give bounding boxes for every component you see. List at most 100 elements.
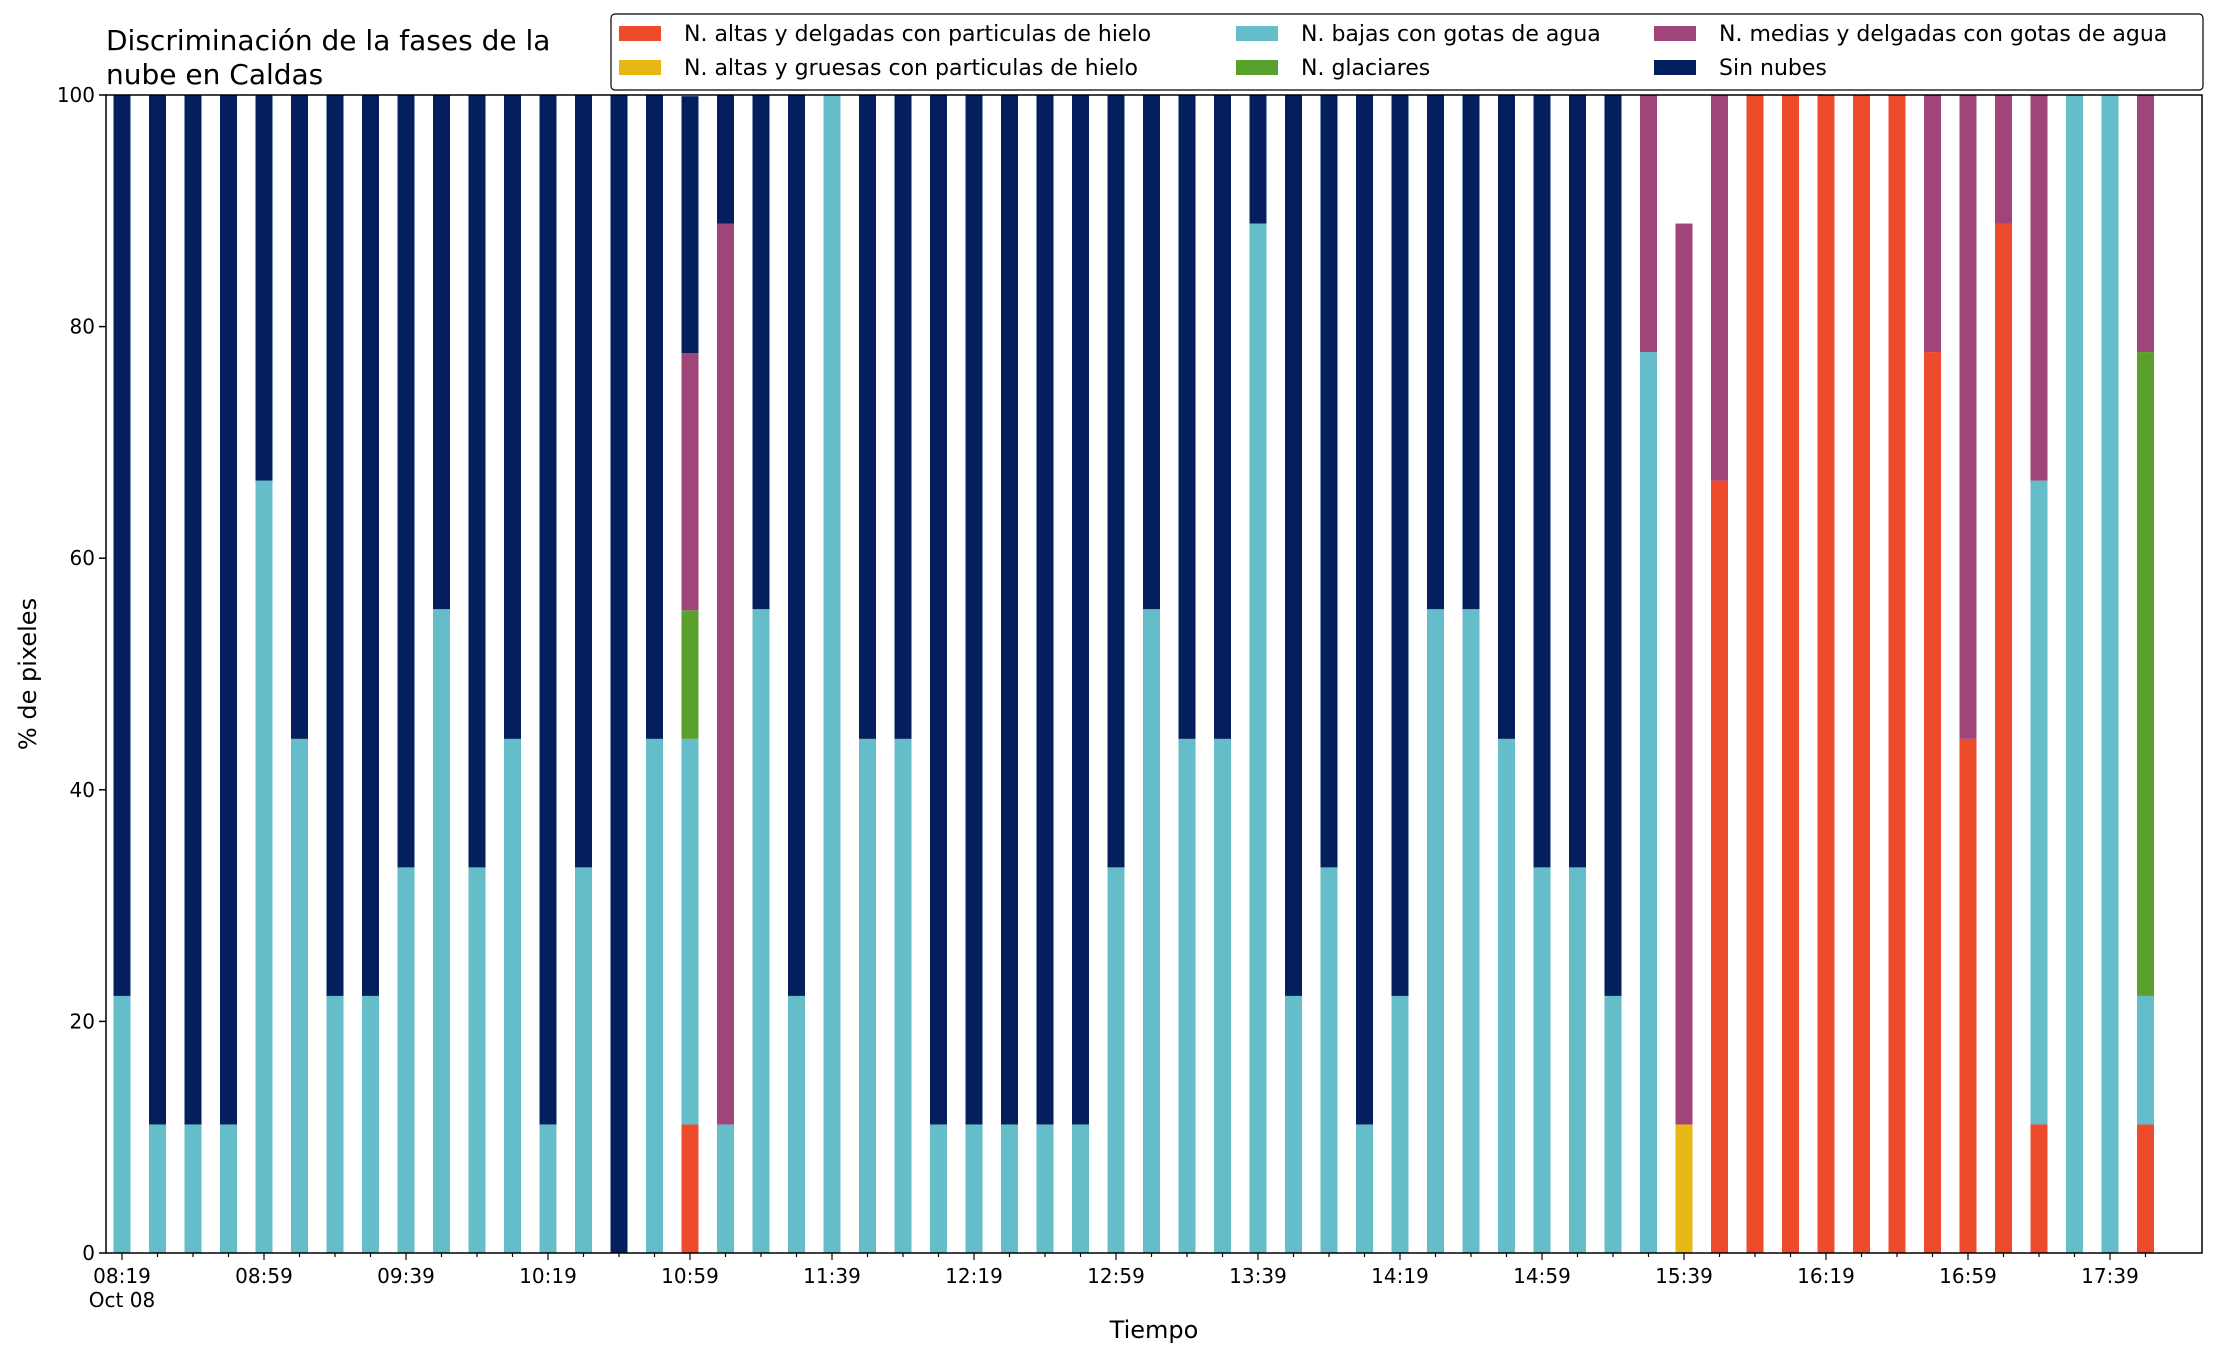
bar-segment-s5-0909 bbox=[291, 95, 308, 739]
bar-segment-s2-1449 bbox=[1498, 738, 1515, 1253]
bar-segment-s3-1749 bbox=[2137, 352, 2154, 996]
bar-segment-s5-0839 bbox=[184, 95, 202, 1125]
bar-segment-s0-1749 bbox=[2137, 1124, 2154, 1253]
legend-swatch-5 bbox=[1654, 60, 1696, 75]
bar-segment-s4-1529 bbox=[1640, 95, 1657, 353]
bar-segment-s2-1309 bbox=[1143, 609, 1160, 1253]
bar-segment-s2-0819 bbox=[113, 995, 131, 1253]
bar-segment-s5-1439 bbox=[1462, 95, 1480, 610]
legend-label-2: N. bajas con gotas de agua bbox=[1301, 22, 1601, 47]
bar-segment-s2-1229 bbox=[1001, 1124, 1018, 1253]
bar-segment-s2-1009 bbox=[504, 738, 521, 1253]
bar-segment-s2-1139 bbox=[823, 95, 841, 1253]
bar-segment-s5-0849 bbox=[220, 95, 237, 1125]
bar-segment-s2-1129 bbox=[788, 995, 805, 1253]
legend-swatch-1 bbox=[619, 60, 661, 75]
bar-segment-s2-1119 bbox=[752, 609, 770, 1253]
bar-segment-s5-1229 bbox=[1001, 95, 1018, 1125]
bar-segment-s2-1239 bbox=[1036, 1124, 1054, 1253]
x-tick-label: 12:59 bbox=[1087, 1264, 1145, 1288]
bar-segment-s5-1209 bbox=[930, 95, 947, 1125]
bar-segment-s4-1709 bbox=[1995, 95, 2012, 224]
x-tick-label: 12:19 bbox=[945, 1264, 1003, 1288]
bar-segment-s5-1019 bbox=[539, 95, 557, 1125]
bar-segment-s2-0929 bbox=[362, 995, 379, 1253]
y-tick-label: 60 bbox=[70, 546, 95, 570]
bar-segment-s5-1419 bbox=[1391, 95, 1409, 996]
bar-segment-s0-1659 bbox=[1959, 738, 1977, 1253]
bar-segment-s5-1319 bbox=[1178, 95, 1196, 739]
bar-segment-s4-1719 bbox=[2030, 95, 2048, 481]
x-date-label: Oct 08 bbox=[89, 1288, 155, 1312]
bar-segment-s5-1109 bbox=[717, 95, 734, 224]
legend-label-4: N. medias y delgadas con gotas de agua bbox=[1719, 22, 2167, 47]
bar-segment-s5-1359 bbox=[1320, 95, 1338, 868]
x-tick-label: 17:39 bbox=[2081, 1264, 2139, 1288]
y-tick-label: 40 bbox=[70, 778, 95, 802]
bar-segment-s2-1749 bbox=[2137, 995, 2154, 1125]
bar-segment-s2-1459 bbox=[1533, 867, 1551, 1253]
x-tick-label: 16:19 bbox=[1797, 1264, 1855, 1288]
x-tick-label: 08:59 bbox=[235, 1264, 293, 1288]
bar-segment-s4-1649 bbox=[1924, 95, 1941, 353]
bar-segment-s5-1159 bbox=[894, 95, 912, 739]
bar-segment-s2-1729 bbox=[2066, 95, 2083, 1253]
bar-segment-s2-0839 bbox=[184, 1124, 202, 1253]
x-tick-label: 08:19 bbox=[93, 1264, 151, 1288]
x-tick-label: 10:19 bbox=[519, 1264, 577, 1288]
bar-segment-s5-1039 bbox=[610, 95, 628, 1253]
bar-segment-s5-0859 bbox=[255, 95, 273, 481]
bar-segment-s5-1349 bbox=[1285, 95, 1302, 996]
bar-segment-s5-1449 bbox=[1498, 95, 1515, 739]
bar-segment-s2-1329 bbox=[1214, 738, 1231, 1253]
bar-segment-s5-0819 bbox=[113, 95, 131, 996]
bar-segment-s2-1029 bbox=[575, 867, 592, 1253]
bar-segment-s0-1619 bbox=[1817, 95, 1835, 1253]
y-tick-label: 80 bbox=[70, 315, 95, 339]
x-tick-label: 11:39 bbox=[803, 1264, 861, 1288]
bar-segment-s2-1319 bbox=[1178, 738, 1196, 1253]
legend-swatch-0 bbox=[619, 26, 661, 41]
bar-segment-s2-1209 bbox=[930, 1124, 947, 1253]
bar-segment-s2-0919 bbox=[326, 995, 344, 1253]
bar-segment-s2-1019 bbox=[539, 1124, 557, 1253]
bar-segment-s2-1259 bbox=[1107, 867, 1125, 1253]
x-tick-label: 16:59 bbox=[1939, 1264, 1997, 1288]
legend-swatch-2 bbox=[1236, 26, 1278, 41]
bar-segment-s5-1129 bbox=[788, 95, 805, 996]
bar-segment-s2-0909 bbox=[291, 738, 308, 1253]
bar-segment-s0-1609 bbox=[1782, 95, 1799, 1253]
bar-segment-s4-1539 bbox=[1675, 223, 1693, 1125]
y-axis-label: % de pixeles bbox=[14, 598, 42, 750]
x-axis-label: Tiempo bbox=[1109, 1316, 1199, 1344]
bar-segment-s5-0949 bbox=[433, 95, 450, 610]
bar-segment-s5-1149 bbox=[859, 95, 876, 739]
bar-segment-s2-1059 bbox=[681, 738, 699, 1125]
bar-segment-s2-1159 bbox=[894, 738, 912, 1253]
bar-segment-s2-1359 bbox=[1320, 867, 1338, 1253]
bar-segment-s2-1509 bbox=[1569, 867, 1586, 1253]
bar-segment-s0-1649 bbox=[1924, 352, 1941, 1254]
bar-segment-s5-1059 bbox=[681, 96, 699, 354]
bar-segment-s5-1259 bbox=[1107, 95, 1125, 868]
bar-segment-s0-1629 bbox=[1853, 95, 1870, 1253]
y-tick-label: 20 bbox=[70, 1009, 95, 1033]
bar-segment-s2-0829 bbox=[149, 1124, 166, 1253]
plot-frame bbox=[105, 94, 2203, 1254]
bar-segment-s2-0849 bbox=[220, 1124, 237, 1253]
bar-segment-s2-1409 bbox=[1356, 1124, 1373, 1253]
chart-title-line-2: nube en Caldas bbox=[106, 58, 323, 91]
bar-segment-s5-1339 bbox=[1249, 95, 1267, 224]
bars-layer bbox=[113, 95, 2154, 1254]
bar-segment-s0-1709 bbox=[1995, 223, 2012, 1253]
bar-segment-s0-1059 bbox=[681, 1124, 699, 1253]
legend-box bbox=[610, 13, 2204, 91]
y-axis-ticks: 0 20 40 60 80 100 bbox=[57, 83, 106, 1265]
bar-segment-s5-0829 bbox=[149, 95, 166, 1125]
bar-segment-s5-1009 bbox=[504, 95, 521, 739]
bar-segment-s4-1749 bbox=[2137, 95, 2154, 353]
bar-segment-s5-1329 bbox=[1214, 95, 1231, 739]
bar-segment-s5-0939 bbox=[397, 95, 415, 868]
bar-segment-s0-1549 bbox=[1711, 480, 1728, 1253]
